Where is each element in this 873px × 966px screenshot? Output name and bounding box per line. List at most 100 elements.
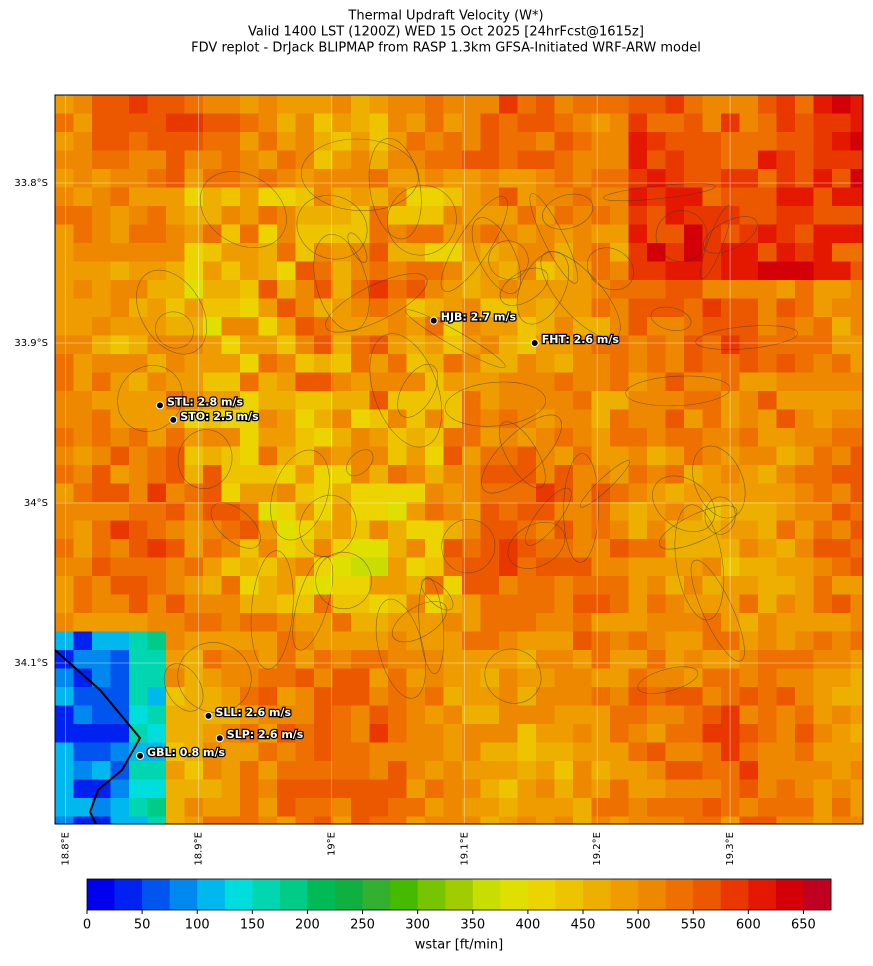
raster-cell — [591, 650, 611, 669]
raster-cell — [425, 169, 444, 188]
raster-cell — [369, 483, 389, 503]
raster-cell — [850, 539, 863, 558]
raster-cell — [332, 705, 352, 725]
raster-cell — [332, 650, 352, 669]
raster-cell — [758, 335, 777, 355]
raster-cell — [610, 557, 629, 577]
raster-cell — [166, 298, 185, 318]
raster-cell — [850, 132, 863, 151]
raster-cell — [369, 169, 389, 188]
raster-cell — [73, 539, 93, 558]
raster-cell — [277, 95, 296, 114]
raster-cell — [184, 779, 204, 799]
raster-cell — [221, 428, 241, 447]
raster-cell — [795, 113, 814, 133]
raster-cell — [406, 95, 426, 114]
raster-cell — [388, 298, 407, 318]
raster-cell — [369, 391, 389, 410]
raster-cell — [258, 391, 278, 410]
raster-cell — [129, 465, 148, 484]
raster-cell — [351, 224, 370, 244]
raster-cell — [462, 724, 481, 743]
raster-cell — [388, 95, 407, 114]
raster-cell — [813, 391, 833, 410]
raster-cell — [110, 113, 130, 133]
raster-cell — [499, 132, 518, 151]
raster-cell — [221, 113, 241, 133]
raster-cell — [73, 520, 93, 540]
raster-cell — [55, 816, 74, 824]
raster-cell — [147, 613, 167, 632]
raster-cell — [166, 761, 185, 780]
raster-cell — [573, 779, 592, 799]
raster-cell — [480, 816, 500, 824]
raster-cell — [739, 354, 759, 373]
raster-cell — [554, 798, 574, 817]
raster-cell — [462, 280, 481, 299]
raster-cell — [591, 816, 611, 824]
raster-cell — [628, 335, 648, 355]
terrain-contour — [484, 648, 542, 704]
colorbar-tick-label: 600 — [736, 918, 761, 933]
raster-cell — [610, 761, 629, 780]
raster-cell — [295, 132, 315, 151]
raster-cell — [221, 150, 241, 170]
raster-cell — [499, 335, 518, 355]
raster-cell — [573, 224, 592, 244]
raster-cell — [73, 724, 93, 743]
raster-cell — [776, 169, 796, 188]
raster-cell — [776, 668, 796, 688]
raster-cell — [462, 113, 481, 133]
raster-cell — [295, 761, 315, 780]
raster-cell — [832, 372, 851, 392]
terrain-contour — [507, 521, 566, 569]
raster-cell — [776, 761, 796, 780]
raster-cell — [573, 576, 592, 595]
raster-cell — [684, 113, 703, 133]
raster-cell — [332, 298, 352, 318]
raster-cell — [832, 206, 851, 225]
raster-cell — [739, 317, 759, 336]
raster-cell — [647, 742, 666, 762]
raster-cell — [258, 317, 278, 336]
raster-cell — [647, 150, 666, 170]
raster-cell — [351, 150, 370, 170]
raster-cell — [388, 650, 407, 669]
raster-cell — [221, 224, 241, 244]
raster-cell — [73, 261, 93, 281]
raster-cell — [499, 520, 518, 540]
raster-cell — [536, 428, 555, 447]
raster-cell — [850, 687, 863, 706]
raster-cell — [147, 483, 167, 503]
raster-cell — [332, 687, 352, 706]
raster-cell — [850, 150, 863, 170]
raster-cell — [647, 650, 666, 669]
raster-cell — [129, 520, 148, 540]
raster-cell — [758, 576, 777, 595]
raster-cell — [129, 557, 148, 577]
raster-cell — [813, 243, 833, 262]
raster-cell — [406, 816, 426, 824]
raster-cell — [110, 132, 130, 151]
raster-cell — [277, 502, 296, 521]
raster-cell — [369, 409, 389, 429]
raster-cell — [758, 409, 777, 429]
raster-cell — [702, 335, 722, 355]
raster-cell — [573, 483, 592, 503]
raster-cell — [388, 761, 407, 780]
raster-cell — [610, 446, 629, 466]
raster-cell — [425, 724, 444, 743]
raster-cell — [480, 372, 500, 392]
raster-cell — [536, 816, 555, 824]
raster-cell — [591, 150, 611, 170]
raster-cell — [221, 705, 241, 725]
raster-cell — [166, 224, 185, 244]
raster-cell — [850, 502, 863, 521]
raster-cell — [499, 742, 518, 762]
raster-cell — [332, 354, 352, 373]
raster-cell — [628, 187, 648, 207]
raster-cell — [610, 298, 629, 318]
raster-cell — [166, 816, 185, 824]
raster-cell — [850, 594, 863, 614]
colorbar-swatch — [500, 879, 529, 910]
